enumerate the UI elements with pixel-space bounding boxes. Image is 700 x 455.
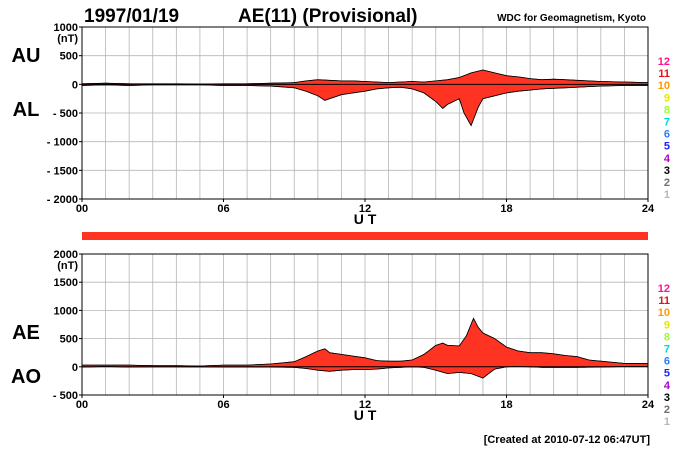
x-tick-label: 06 (217, 399, 229, 411)
station-count-label: 9 (664, 319, 670, 331)
data-coverage-bar (82, 232, 648, 240)
y-tick-label: 500 (60, 51, 78, 63)
y-tick-label: 1500 (54, 277, 78, 289)
y-tick-label: - 500 (53, 108, 78, 120)
upper-series-label: AE (12, 322, 40, 344)
au-al-panel: 1000 500 0 - 500 - 1000 - 1500 - 2000 (nT) 00 06 1… (12, 22, 671, 227)
station-count-label: 7 (664, 117, 670, 129)
lower-series-label: AO (11, 366, 41, 388)
station-count-label: 1 (664, 416, 670, 428)
x-tick-label: 18 (500, 399, 512, 411)
x-tick-label: 24 (642, 203, 655, 215)
index-title: AE(11) (Provisional) (238, 6, 418, 27)
station-count-label: 8 (664, 104, 670, 116)
x-tick-label: 00 (76, 399, 88, 411)
x-tick-label: 24 (642, 399, 655, 411)
upper-series-line (82, 317, 648, 367)
y-axis-unit: (nT) (57, 33, 78, 45)
station-count-label: 3 (664, 165, 670, 177)
x-axis-label: U T (354, 407, 377, 423)
station-count-label: 3 (664, 392, 670, 404)
station-count-label: 4 (664, 380, 671, 392)
station-count-label: 12 (658, 56, 670, 68)
station-count-label: 12 (658, 283, 670, 295)
station-count-label: 9 (664, 92, 670, 104)
x-tick-label: 12 (359, 399, 371, 411)
station-count-label: 6 (664, 129, 670, 141)
x-tick-label: 06 (217, 203, 229, 215)
station-count-label: 11 (658, 295, 670, 307)
upper-series-line (81, 69, 649, 85)
x-axis-label: U T (354, 211, 377, 227)
station-count-label: 11 (658, 68, 670, 80)
station-count-label: 4 (664, 153, 671, 165)
y-tick-label: 2000 (54, 249, 78, 261)
lower-series-line (81, 84, 648, 127)
x-tick-label: 18 (500, 203, 512, 215)
station-count-label: 10 (658, 80, 670, 92)
upper-series-label: AU (12, 45, 41, 67)
y-tick-label: 1000 (54, 22, 78, 34)
x-tick-label: 00 (76, 203, 88, 215)
station-count-label: 2 (664, 404, 670, 416)
station-count-label: 8 (664, 331, 670, 343)
date-label: 1997/01/19 (84, 6, 179, 27)
station-count-label: 6 (664, 356, 670, 368)
station-count-label: 10 (658, 307, 670, 319)
created-label: [Created at 2010-07-12 06:47UT] (484, 434, 651, 446)
y-tick-label: 0 (72, 362, 78, 374)
y-tick-label: - 500 (53, 390, 78, 402)
station-count-label: 2 (664, 177, 670, 189)
y-tick-label: - 1000 (47, 137, 78, 149)
station-count-label: 7 (664, 344, 670, 356)
station-count-label: 1 (664, 189, 670, 201)
lower-series-label: AL (13, 99, 40, 121)
y-tick-label: - 1500 (47, 165, 78, 177)
y-tick-label: 1000 (54, 305, 78, 317)
station-count-label: 5 (664, 141, 670, 153)
station-count-label: 5 (664, 368, 670, 380)
y-tick-label: - 2000 (47, 194, 78, 206)
x-tick-label: 12 (359, 203, 371, 215)
source-label: WDC for Geomagnetism, Kyoto (497, 13, 646, 24)
y-tick-label: 500 (60, 334, 78, 346)
y-tick-label: 0 (72, 79, 78, 91)
y-axis-unit: (nT) (57, 260, 78, 272)
